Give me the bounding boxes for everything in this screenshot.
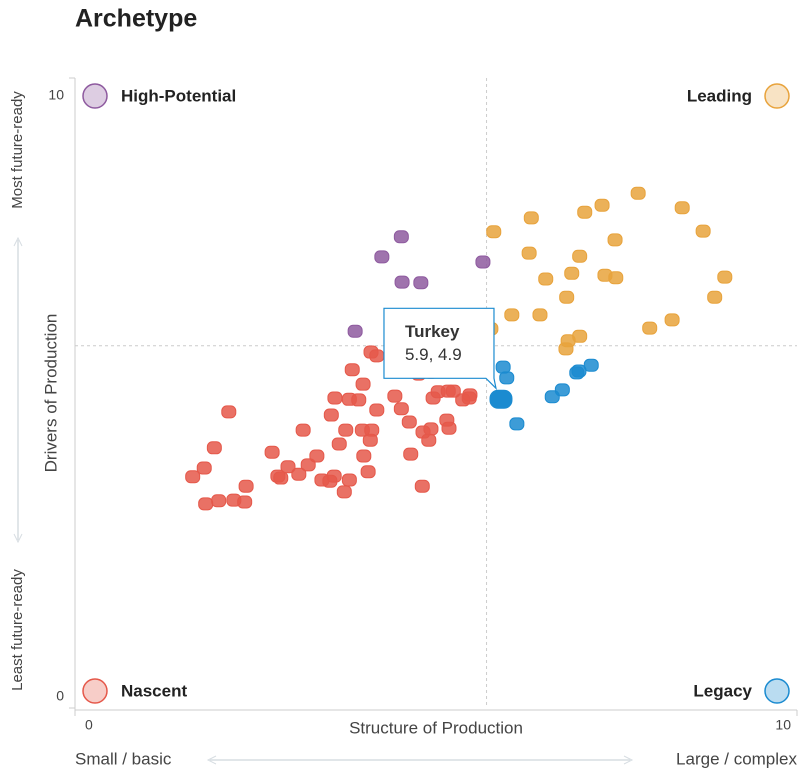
point xyxy=(674,201,690,215)
point xyxy=(374,250,390,264)
point xyxy=(351,393,367,407)
point xyxy=(344,363,360,377)
y-tick-label: 10 xyxy=(48,87,64,103)
point xyxy=(594,198,610,212)
point xyxy=(564,266,580,280)
point xyxy=(475,255,491,269)
point xyxy=(280,460,296,474)
point xyxy=(338,423,354,437)
x-tick-label: 0 xyxy=(85,717,93,733)
point xyxy=(360,465,376,479)
legend-swatch xyxy=(82,678,108,704)
point xyxy=(198,497,214,511)
point xyxy=(387,389,403,403)
point xyxy=(523,211,539,225)
point xyxy=(211,494,227,508)
point xyxy=(607,233,623,247)
point xyxy=(423,422,439,436)
point xyxy=(196,461,212,475)
point xyxy=(291,467,307,481)
y-arrow-heads xyxy=(13,236,23,544)
point xyxy=(369,403,385,417)
x-high-label: Large / complex xyxy=(676,749,797,768)
point xyxy=(532,308,548,322)
legend-label: High-Potential xyxy=(121,86,236,105)
point xyxy=(394,275,410,289)
point xyxy=(341,473,357,487)
point xyxy=(504,308,520,322)
point xyxy=(393,230,409,244)
point xyxy=(309,449,325,463)
point xyxy=(495,360,511,374)
point xyxy=(295,423,311,437)
point xyxy=(326,469,342,483)
point xyxy=(221,405,237,419)
point xyxy=(499,371,515,385)
point xyxy=(238,479,254,493)
x-tick-label: 10 xyxy=(775,717,791,733)
legend-swatch xyxy=(764,678,790,704)
point xyxy=(327,391,343,405)
chart-title: Archetype xyxy=(75,5,197,33)
point xyxy=(441,421,457,435)
point xyxy=(414,479,430,493)
point xyxy=(331,437,347,451)
legend-label: Leading xyxy=(687,86,752,105)
point xyxy=(630,186,646,200)
point xyxy=(300,458,316,472)
point xyxy=(403,447,419,461)
tooltip-value: 5.9, 4.9 xyxy=(405,345,462,364)
point xyxy=(421,433,437,447)
highlight-point xyxy=(488,388,514,410)
point xyxy=(237,495,253,509)
point xyxy=(401,415,417,429)
point xyxy=(356,449,372,463)
point xyxy=(717,270,733,284)
point xyxy=(336,485,352,499)
point xyxy=(707,290,723,304)
point xyxy=(347,324,363,338)
point xyxy=(273,471,289,485)
point xyxy=(554,383,570,397)
y-high-label: Most future-ready xyxy=(9,91,26,209)
x-low-label: Small / basic xyxy=(75,749,172,768)
point xyxy=(323,408,339,422)
legend-swatch xyxy=(82,83,108,109)
point xyxy=(364,423,380,437)
tooltip-box xyxy=(383,307,497,391)
point xyxy=(608,271,624,285)
y-axis-label: Drivers of Production xyxy=(41,314,60,473)
point xyxy=(577,205,593,219)
point xyxy=(264,445,280,459)
y-tick-label: 0 xyxy=(56,688,64,704)
point xyxy=(486,225,502,239)
tooltip-title: Turkey xyxy=(405,322,460,341)
point xyxy=(369,349,385,363)
point xyxy=(695,224,711,238)
point xyxy=(583,358,599,372)
point xyxy=(355,377,371,391)
x-axis-label: Structure of Production xyxy=(349,718,523,737)
legend-label: Nascent xyxy=(121,681,187,700)
point xyxy=(521,246,537,260)
x-arrow-heads xyxy=(206,755,634,765)
point xyxy=(206,441,222,455)
point xyxy=(185,470,201,484)
point xyxy=(462,388,478,402)
point xyxy=(558,342,574,356)
point xyxy=(572,249,588,263)
point xyxy=(445,384,461,398)
point xyxy=(664,313,680,327)
point xyxy=(538,272,554,286)
point xyxy=(571,364,587,378)
legend-label: Legacy xyxy=(693,681,752,700)
legend-swatch xyxy=(764,83,790,109)
point xyxy=(393,402,409,416)
point xyxy=(413,276,429,290)
point xyxy=(559,290,575,304)
y-low-label: Least future-ready xyxy=(9,569,26,691)
point xyxy=(509,417,525,431)
point xyxy=(642,321,658,335)
